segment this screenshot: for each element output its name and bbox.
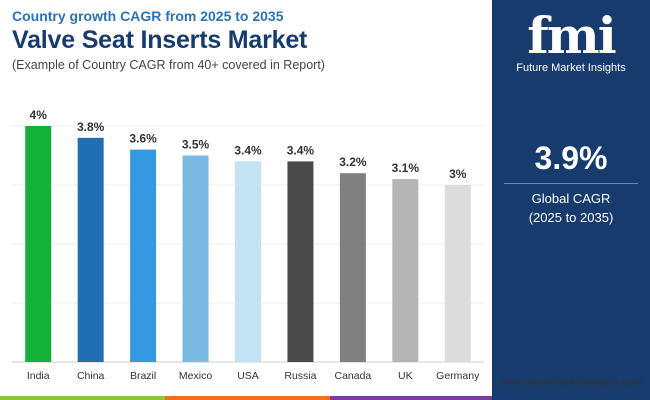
chart-title: Valve Seat Inserts Market [12, 26, 308, 54]
global-cagr-label-line1: Global CAGR [531, 191, 611, 206]
global-cagr-value: 3.9% [534, 140, 608, 176]
logo-mark: fmi [527, 6, 616, 65]
x-tick-label-usa: USA [237, 370, 259, 382]
data-label-usa: 3.4% [234, 143, 262, 157]
cagr-divider [504, 183, 638, 184]
bottom-bar-purple [330, 396, 492, 400]
fmi-logo: fmi Future Market Insights [492, 6, 650, 75]
x-tick-label-russia: Russia [284, 370, 316, 382]
x-tick-label-uk: UK [398, 370, 413, 382]
side-panel: fmi Future Market Insights 3.9% Global C… [492, 0, 650, 400]
chart-subtitle-bottom: (Example of Country CAGR from 40+ covere… [12, 58, 325, 72]
bar-india [25, 126, 52, 362]
x-tick-label-brazil: Brazil [130, 370, 156, 382]
logo-text: Future Market Insights [516, 62, 626, 74]
data-label-germany: 3% [449, 167, 467, 181]
header: Country growth CAGR from 2025 to 2035 Va… [12, 6, 492, 72]
bar-uk [392, 179, 419, 362]
chart-subtitle-top: Country growth CAGR from 2025 to 2035 [12, 8, 284, 24]
data-label-mexico: 3.5% [182, 138, 210, 152]
bottom-bar-navy [492, 396, 650, 400]
data-label-uk: 3.1% [392, 161, 420, 175]
x-tick-label-india: India [27, 370, 50, 382]
bar-russia [287, 161, 314, 362]
bar-germany [444, 185, 471, 362]
data-label-china: 3.8% [77, 120, 105, 134]
bar-brazil [130, 149, 157, 362]
bar-mexico [182, 155, 209, 362]
bar-chart: 4% India 3.8% China 3.6% Brazil 3.5% Mexico 3.4%… [12, 108, 484, 382]
x-tick-label-china: China [77, 370, 105, 382]
bar-china [77, 137, 104, 362]
bottom-bar-green [0, 396, 165, 400]
global-cagr-label-line2: (2025 to 2035) [528, 210, 614, 225]
x-tick-label-germany: Germany [436, 370, 480, 382]
global-cagr-label: Global CAGR (2025 to 2035) [492, 189, 650, 227]
bottom-color-bar [0, 396, 650, 400]
bottom-bar-orange [165, 396, 330, 400]
data-label-brazil: 3.6% [129, 132, 157, 146]
data-label-russia: 3.4% [287, 143, 315, 157]
x-tick-label-mexico: Mexico [179, 370, 212, 382]
footer-url[interactable]: www.futuremarketinsights.com [499, 376, 643, 388]
data-label-canada: 3.2% [339, 155, 367, 169]
bar-usa [235, 161, 261, 362]
bar-canada [339, 173, 366, 362]
data-label-india: 4% [30, 108, 48, 122]
x-tick-label-canada: Canada [334, 370, 371, 382]
